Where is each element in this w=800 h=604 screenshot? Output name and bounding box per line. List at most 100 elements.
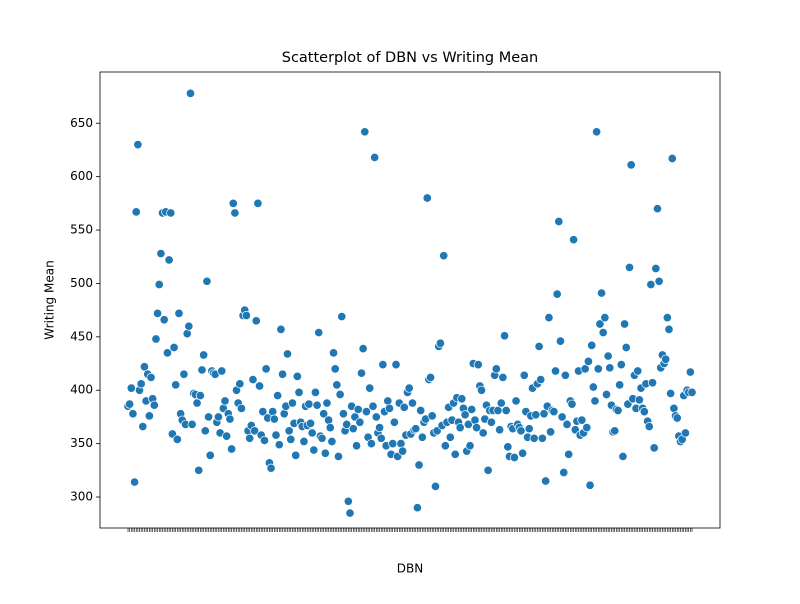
point <box>583 356 593 366</box>
y-tick-label: 500 <box>70 276 93 290</box>
point <box>593 364 603 374</box>
point <box>327 436 337 447</box>
point <box>516 426 526 436</box>
point <box>399 402 409 412</box>
point <box>125 399 135 409</box>
point <box>182 329 192 339</box>
point <box>220 396 230 406</box>
point <box>649 443 659 453</box>
point <box>539 409 549 419</box>
point <box>287 398 297 408</box>
point <box>633 366 643 376</box>
point <box>383 396 393 406</box>
point <box>299 436 309 447</box>
point <box>259 435 270 445</box>
point <box>411 424 421 434</box>
point <box>534 341 544 352</box>
point <box>282 349 293 359</box>
point <box>495 425 505 435</box>
point <box>291 450 301 460</box>
point <box>620 319 630 329</box>
point <box>388 439 398 449</box>
point <box>162 348 173 358</box>
point <box>601 389 612 400</box>
point <box>613 405 623 416</box>
point <box>463 419 473 429</box>
point <box>139 362 149 372</box>
y-tick-label: 650 <box>70 116 93 130</box>
point <box>519 370 529 380</box>
point <box>248 375 258 385</box>
point <box>685 367 695 377</box>
y-tick-label: 550 <box>70 223 93 237</box>
point <box>554 216 564 227</box>
point <box>616 360 626 370</box>
y-tick-label: 300 <box>70 490 93 504</box>
point <box>603 351 613 361</box>
point <box>278 369 288 379</box>
point <box>360 127 370 137</box>
point <box>536 375 546 385</box>
point <box>284 426 294 436</box>
point <box>310 387 321 397</box>
point <box>371 412 381 422</box>
point <box>325 423 335 433</box>
point <box>187 419 197 429</box>
point <box>271 430 281 440</box>
point <box>384 403 394 413</box>
point <box>213 412 223 422</box>
point <box>342 419 352 429</box>
point <box>269 414 279 424</box>
point <box>273 391 283 401</box>
point <box>335 389 345 400</box>
point <box>396 439 406 449</box>
point <box>499 331 510 341</box>
point <box>261 364 271 374</box>
point <box>171 380 181 390</box>
point <box>204 412 214 422</box>
point <box>445 432 455 442</box>
point <box>307 428 317 438</box>
point <box>253 198 263 208</box>
point <box>465 441 475 451</box>
point <box>254 381 265 391</box>
point <box>375 423 385 433</box>
point <box>356 368 367 378</box>
point <box>680 428 690 438</box>
point <box>146 372 156 382</box>
point <box>227 444 237 454</box>
point <box>151 334 161 344</box>
point <box>164 255 174 265</box>
point <box>560 370 570 380</box>
point <box>439 251 449 261</box>
point <box>598 328 608 338</box>
point <box>348 424 358 434</box>
y-axis-label: Writing Mean <box>43 260 57 339</box>
point <box>353 404 363 415</box>
point <box>251 316 261 326</box>
point <box>503 442 513 452</box>
point <box>559 467 569 478</box>
point <box>541 476 551 486</box>
point <box>605 363 615 373</box>
point <box>687 387 697 397</box>
point <box>333 451 344 461</box>
point <box>662 313 672 323</box>
point <box>355 417 365 427</box>
point <box>610 426 620 436</box>
point <box>225 414 235 424</box>
point <box>511 396 521 406</box>
point <box>564 449 574 459</box>
point <box>236 403 247 413</box>
point <box>126 383 136 393</box>
point <box>412 503 422 513</box>
point <box>317 433 327 443</box>
point <box>328 348 339 358</box>
point <box>205 450 215 460</box>
point <box>644 421 654 432</box>
point <box>467 404 477 415</box>
point <box>305 418 316 428</box>
point <box>549 407 559 417</box>
point <box>639 407 649 417</box>
point <box>149 400 159 410</box>
